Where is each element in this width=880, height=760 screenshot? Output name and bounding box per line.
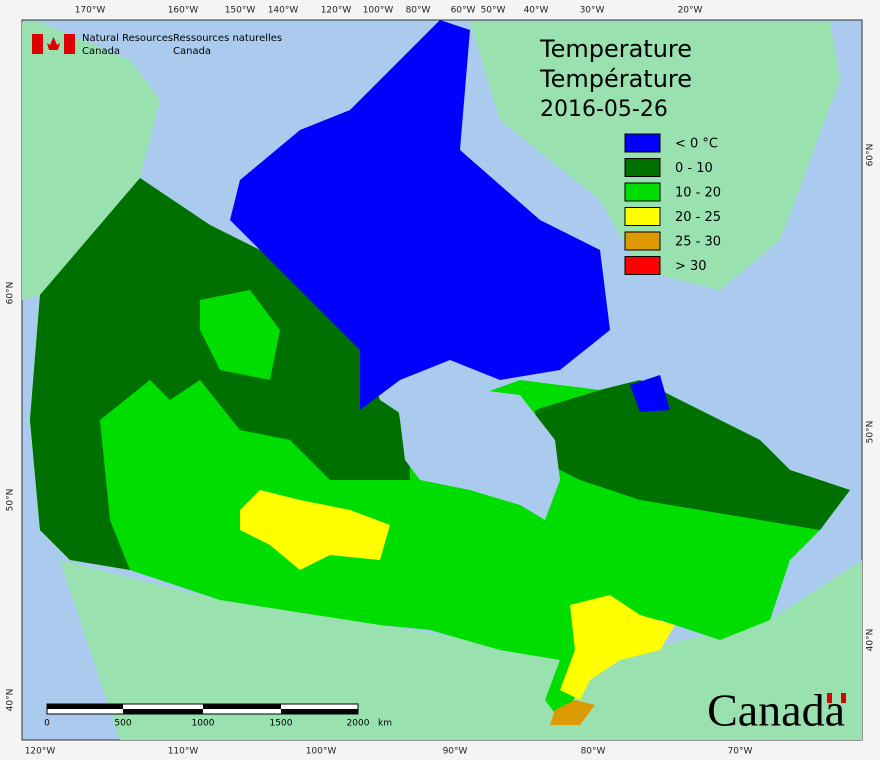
longitude-label: 80°W	[581, 747, 606, 757]
scale-unit: km	[378, 719, 392, 729]
wordmark: Canada	[707, 685, 845, 736]
legend-label: > 30	[675, 259, 707, 274]
legend-swatch	[624, 231, 661, 251]
labrador-zone	[630, 375, 670, 412]
longitude-label: 120°W	[25, 747, 56, 757]
latitude-label: 50°N	[6, 489, 16, 512]
longitude-label: 140°W	[268, 6, 299, 16]
scale-label: 0	[44, 719, 50, 729]
north-west-zone	[30, 178, 410, 570]
latitude-label: 50°N	[866, 421, 876, 444]
quebec-north-zone	[535, 380, 850, 530]
legend-swatch	[624, 182, 661, 202]
scale-segment	[123, 709, 203, 714]
prairie-warm-zone	[240, 490, 390, 570]
scale-label: 500	[114, 719, 131, 729]
scale-label: 1000	[192, 719, 215, 729]
canada	[30, 20, 850, 725]
arctic-zone	[230, 20, 610, 410]
flag-bar	[64, 34, 75, 54]
legend-label: 0 - 10	[675, 161, 713, 176]
maple-leaf	[47, 37, 60, 50]
title-fr: Température	[539, 65, 692, 93]
logo: Natural Resources Canada Ressources natu…	[32, 33, 282, 57]
legend-label: 25 - 30	[675, 235, 721, 250]
longitude-label: 20°W	[678, 6, 703, 16]
longitude-label: 60°W	[451, 6, 476, 16]
neighbour-land	[22, 22, 862, 740]
scale-segment	[203, 704, 281, 709]
legend-swatch	[624, 256, 661, 275]
legend-swatch	[624, 133, 661, 153]
date: 2016-05-26	[540, 97, 668, 122]
scale-label: 2000	[347, 719, 370, 729]
longitude-label: 50°W	[481, 6, 506, 16]
scale-segment	[47, 704, 123, 709]
hudson-bay	[395, 385, 560, 520]
longitude-label: 120°W	[321, 6, 352, 16]
hot-zone	[550, 700, 595, 725]
longitude-label: 30°W	[580, 6, 605, 16]
scale-label: 1500	[270, 719, 293, 729]
legend-label: < 0 °C	[675, 137, 718, 152]
east-warm-zone	[560, 595, 675, 700]
lake-zone	[200, 290, 280, 380]
legend-label: 10 - 20	[675, 186, 721, 201]
wordmark-flag	[841, 693, 846, 703]
wordmark-flag	[827, 693, 832, 703]
logo-text: Ressources naturelles	[173, 33, 282, 44]
alaska	[22, 22, 160, 300]
logo-text: Canada	[82, 46, 120, 57]
graticule-labels: 170°W 160°W 150°W 140°W 120°W 100°W 80°W 60°W 50…	[6, 6, 876, 757]
longitude-label: 150°W	[225, 6, 256, 16]
legend-swatch	[624, 158, 661, 177]
longitude-label: 80°W	[406, 6, 431, 16]
logo-text: Natural Resources	[82, 33, 173, 44]
united-states	[60, 560, 862, 740]
longitude-label: 160°W	[168, 6, 199, 16]
greenland	[470, 22, 840, 290]
longitude-label: 90°W	[443, 747, 468, 757]
latitude-label: 40°N	[6, 689, 16, 712]
longitude-label: 110°W	[168, 747, 199, 757]
scale-segment	[281, 709, 358, 714]
scale-bar: 0 500 1000 1500 2000 km	[44, 703, 392, 729]
longitude-label: 170°W	[75, 6, 106, 16]
latitude-label: 60°N	[866, 144, 876, 167]
longitude-label: 40°W	[524, 6, 549, 16]
longitude-label: 100°W	[363, 6, 394, 16]
longitude-label: 70°W	[728, 747, 753, 757]
legend: < 0 °C 0 - 10 10 - 20 20 - 25 25 - 30 > 30	[624, 133, 721, 275]
flag-bar	[32, 34, 43, 54]
legend-swatch	[624, 207, 661, 226]
legend-label: 20 - 25	[675, 210, 721, 225]
latitude-label: 40°N	[866, 629, 876, 652]
logo-text: Canada	[173, 46, 211, 57]
latitude-label: 60°N	[6, 282, 16, 305]
title: Temperature	[539, 35, 692, 63]
longitude-label: 100°W	[306, 747, 337, 757]
